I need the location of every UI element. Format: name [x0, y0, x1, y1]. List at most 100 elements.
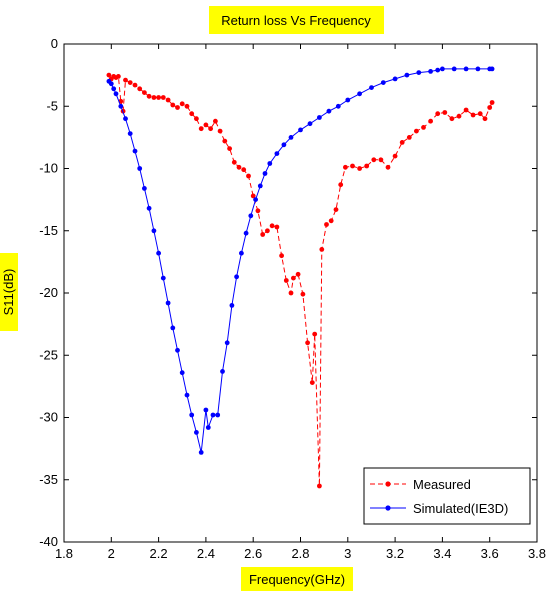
simulated-data-point	[416, 70, 422, 75]
simulated-data-point	[198, 450, 204, 455]
simulated-data-point	[205, 425, 211, 430]
y-tick-label: -35	[39, 472, 58, 487]
measured-data-point	[333, 207, 339, 213]
ylabel-highlight	[0, 253, 18, 331]
simulated-data-point	[451, 66, 457, 72]
measured-data-point	[324, 222, 329, 227]
measured-data-point	[442, 110, 448, 115]
measured-data-point	[132, 82, 138, 88]
simulated-data-point	[307, 121, 313, 127]
measured-data-point	[236, 164, 242, 170]
y-tick-label: -10	[39, 161, 58, 176]
simulated-data-point	[404, 72, 410, 78]
simulated-data-point	[146, 205, 152, 211]
x-tick-label: 3.8	[528, 546, 546, 561]
measured-data-point	[246, 173, 251, 179]
simulated-data-point	[160, 275, 166, 281]
measured-data-point	[269, 223, 275, 229]
simulated-data-point	[108, 81, 114, 87]
y-tick-label: 0	[51, 36, 58, 51]
simulated-data-point	[234, 274, 240, 280]
measured-data-point	[305, 340, 310, 346]
simulated-data-point	[189, 412, 195, 418]
simulated-data-point	[156, 250, 162, 256]
measured-data-point	[175, 105, 180, 110]
simulated-data-point	[210, 412, 216, 418]
legend-box	[363, 467, 531, 525]
measured-data-point	[378, 157, 384, 163]
measured-data-point	[179, 101, 185, 107]
measured-data-point	[364, 163, 370, 169]
measured-data-point	[283, 278, 289, 283]
measured-data-point	[265, 228, 270, 234]
legend-simulated-marker	[385, 505, 391, 511]
simulated-data-point	[123, 116, 128, 122]
simulated-data-point	[317, 115, 322, 120]
x-tick-label: 2.8	[291, 546, 309, 561]
measured-data-point	[482, 116, 488, 122]
simulated-data-point	[274, 151, 280, 157]
measured-data-point	[435, 111, 441, 117]
simulated-data-point	[298, 127, 303, 133]
x-axis-label: Frequency(GHz)	[249, 572, 345, 587]
simulated-data-point	[137, 166, 143, 171]
measured-data-point	[371, 157, 377, 163]
measured-data-point	[222, 138, 228, 144]
measured-data-point	[231, 159, 237, 165]
simulated-data-point	[224, 340, 230, 346]
legend-measured-label: Measured	[413, 477, 471, 492]
measured-data-point	[184, 103, 190, 109]
simulated-data-point	[132, 148, 138, 154]
simulated-data-point	[215, 412, 221, 418]
measured-data-point	[213, 118, 218, 124]
legend: Measured Simulated(IE3D)	[363, 467, 531, 525]
measured-data-point	[428, 118, 433, 124]
x-tick-label: 2	[108, 546, 115, 561]
measured-data-point	[357, 166, 362, 171]
simulated-data-point	[369, 85, 374, 90]
measured-data-point	[385, 164, 391, 170]
simulated-data-point	[239, 250, 244, 256]
simulated-data-point	[435, 67, 441, 73]
measured-data-point	[487, 105, 493, 110]
axis-ticks: 1.8 2 2.2 2.4 2.6 2.8 3 3.2 3.4 3.6 3.8 0 -5 -10 -15 -2…	[39, 36, 546, 561]
simulated-data-point	[229, 303, 235, 308]
measured-data-point	[123, 77, 128, 83]
measured-data-point	[127, 80, 133, 85]
measured-data-point	[406, 135, 412, 140]
measured-data-point	[338, 182, 344, 188]
simulated-data-point	[475, 66, 481, 72]
x-tick-label: 3.2	[386, 546, 404, 561]
measured-data-point	[208, 126, 214, 132]
measured-data-point	[421, 125, 426, 130]
measured-data-point	[151, 95, 157, 100]
measured-data-point	[194, 116, 199, 122]
measured-data-point	[255, 208, 261, 214]
measured-data-point	[456, 113, 462, 119]
plot-area	[63, 43, 538, 543]
simulated-data-point	[262, 171, 268, 176]
simulated-data-point	[243, 230, 249, 236]
measured-data-point	[106, 72, 112, 78]
simulated-data-point	[335, 103, 341, 109]
simulated-data-point	[142, 186, 147, 191]
simulated-data-point	[194, 430, 199, 435]
y-tick-label: -20	[39, 285, 58, 300]
measured-data-point	[241, 167, 247, 173]
title-highlight	[209, 6, 384, 34]
simulated-data-point	[428, 69, 433, 74]
simulated-data-point	[184, 392, 190, 398]
measured-data-point	[463, 107, 469, 113]
measured-data-point	[288, 290, 294, 296]
measured-data-point	[343, 164, 348, 170]
simulated-data-point	[253, 197, 258, 203]
simulated-data-point	[179, 370, 185, 376]
x-tick-label: 2.2	[150, 546, 168, 561]
measured-data-point	[489, 100, 495, 105]
simulated-data-point	[220, 369, 225, 374]
measured-data-point	[328, 218, 334, 224]
y-axis-label: S11(dB)	[1, 269, 16, 316]
measured-data-point	[165, 97, 171, 103]
simulated-data-point	[281, 142, 287, 148]
